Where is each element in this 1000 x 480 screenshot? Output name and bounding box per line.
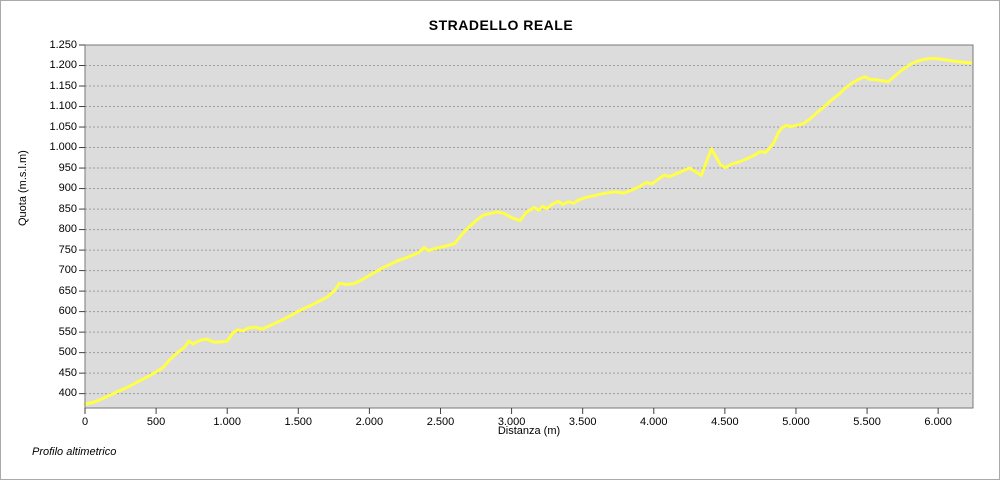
y-tick-label: 1.100 [49,100,77,113]
y-tick-label: 650 [58,284,77,297]
chart-title: STRADELLO REALE [428,17,574,33]
x-tick-label: 2.500 [426,416,455,428]
y-tick-label: 950 [58,161,77,174]
y-tick-label: 1.050 [49,120,77,133]
plot-background [85,45,973,408]
y-tick-label: 900 [58,182,77,195]
x-tick-label: 5.000 [782,416,810,428]
y-tick-label: 1.000 [49,141,77,154]
y-tick-label: 550 [58,325,77,338]
y-tick-label: 400 [58,387,77,400]
y-tick-label: 1.200 [49,59,77,71]
y-axis-title: Quota (m.s.l.m) [17,150,29,226]
x-tick-label: 4.500 [711,416,739,428]
y-tick-label: 800 [58,223,77,236]
y-tick-label: 600 [58,305,77,318]
x-tick-label: 0 [81,416,89,428]
elevation-line [83,57,973,406]
y-tick-label: 850 [58,202,77,215]
x-tick-label: 3.500 [568,416,597,428]
y-tick-label: 750 [58,243,77,256]
y-tick-label: 700 [58,264,77,277]
x-axis-title: Distanza (m) [497,425,561,437]
x-tick-label: 2.000 [355,416,384,428]
y-tick-label: 1.150 [49,79,77,92]
x-tick-label: 6.000 [924,416,952,428]
plot-border [84,44,974,409]
x-tick-label: 5.500 [853,416,881,428]
x-tick-label: 1.000 [213,416,241,428]
x-tick-label: 1.500 [284,416,313,428]
footer-note: Profilo altimetrico [32,446,117,458]
x-tick-label: 4.000 [640,416,668,428]
y-tick-label: 1.250 [49,38,77,51]
y-tick-label: 500 [58,346,77,359]
y-tick-label: 450 [58,366,77,379]
x-tick-label: 500 [146,416,166,428]
x-tick-label: 3.000 [497,416,526,428]
